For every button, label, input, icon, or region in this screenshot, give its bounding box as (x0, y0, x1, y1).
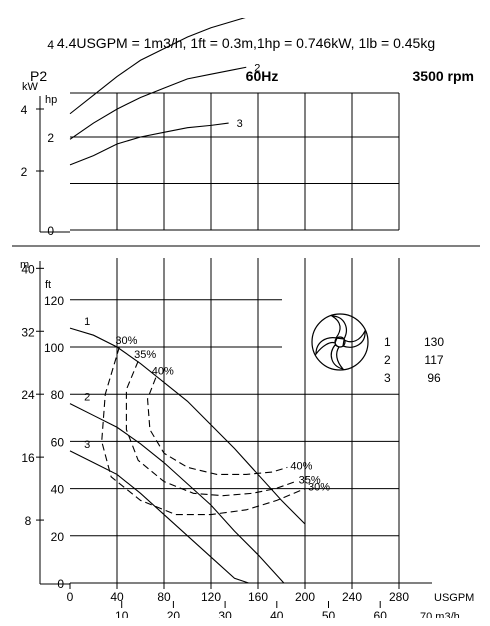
efficiency-label: 40% (290, 460, 312, 472)
power-curve-1 (69, 6, 276, 115)
impeller-legend: 1 130 2 117 3 96 (384, 335, 444, 385)
m-unit-label: m (20, 259, 29, 271)
legend-impeller-diameter: 117 (424, 353, 443, 367)
legend-impeller-diameter: 96 (427, 371, 441, 385)
head-curve-2 (69, 403, 285, 584)
m3h-tick-label: 40 (270, 609, 284, 618)
legend-impeller-diameter: 130 (424, 335, 444, 349)
ft-unit-label: ft (45, 279, 51, 291)
usgpm-tick-label: 160 (248, 590, 268, 604)
conversion-note: 4.4USGPM = 1m3/h, 1ft = 0.3m,1hp = 0.746… (57, 35, 435, 51)
kw-unit-label: kW (22, 81, 39, 93)
ft-tick-label: 100 (44, 341, 64, 355)
hp-tick-label: 2 (47, 131, 54, 145)
usgpm-tick-label: 80 (157, 590, 171, 604)
impeller-icon (311, 313, 369, 371)
legend-curve-number: 2 (384, 353, 391, 367)
head-curve-label: 3 (84, 439, 90, 451)
ft-tick-label: 80 (51, 388, 65, 402)
power-curve-label: 2 (254, 62, 260, 74)
usgpm-tick-label: 280 (389, 590, 409, 604)
kw-tick-label: 4 (21, 103, 28, 117)
m3h-tick-label: 50 (322, 609, 336, 618)
m-tick-label: 24 (21, 388, 35, 402)
efficiency-curve (101, 346, 306, 516)
head-curve-3 (69, 450, 249, 584)
m3h-unit-label: 70 m3/h (420, 611, 460, 618)
efficiency-label: 35% (134, 349, 156, 361)
efficiency-label: 30% (115, 335, 137, 347)
usgpm-tick-label: 200 (295, 590, 315, 604)
ft-tick-label: 40 (51, 483, 65, 497)
m-tick-label: 16 (21, 451, 35, 465)
power-curve-2 (69, 66, 247, 140)
efficiency-label: 30% (308, 482, 330, 494)
usgpm-tick-label: 40 (110, 590, 124, 604)
m-tick-label: 8 (25, 514, 32, 528)
efficiency-label: 35% (299, 475, 321, 487)
efficiency-label: 40% (152, 366, 174, 378)
head-curve-label: 2 (84, 392, 90, 404)
efficiency-curve (125, 360, 296, 497)
hp-tick-label: 4 (47, 38, 54, 52)
frequency-label: 60Hz (246, 68, 279, 84)
head-curve-1 (69, 327, 306, 525)
m-tick-label: 40 (21, 262, 35, 276)
kw-tick-label: 2 (21, 165, 28, 179)
hp-unit-label: hp (45, 94, 57, 106)
chart-canvas: 4.4USGPM = 1m3/h, 1ft = 0.3m,1hp = 0.746… (12, 2, 480, 623)
hp-tick-label: 0 (47, 224, 54, 238)
m-tick-label: 32 (21, 325, 35, 339)
legend-curve-number: 3 (384, 371, 391, 385)
head-curve-label: 1 (84, 316, 90, 328)
power-curve-3 (69, 122, 229, 166)
m3h-tick-label: 60 (374, 609, 388, 618)
ft-tick-label: 0 (57, 577, 64, 591)
m3h-tick-label: 30 (218, 609, 232, 618)
ft-tick-label: 60 (51, 435, 65, 449)
power-label: P2 (30, 68, 47, 84)
usgpm-tick-label: 120 (201, 590, 221, 604)
usgpm-tick-label: 240 (342, 590, 362, 604)
speed-label: 3500 rpm (413, 68, 474, 84)
power-curve-label: 3 (237, 118, 243, 130)
usgpm-tick-label: 0 (67, 590, 74, 604)
ft-tick-label: 120 (44, 294, 64, 308)
pump-curve-chart: 4.4USGPM = 1m3/h, 1ft = 0.3m,1hp = 0.746… (12, 2, 480, 623)
ft-tick-label: 20 (51, 530, 65, 544)
usgpm-unit-label: USGPM (434, 592, 474, 604)
efficiency-curve (146, 377, 288, 475)
m3h-tick-label: 20 (167, 609, 181, 618)
m3h-tick-label: 10 (115, 609, 129, 618)
legend-curve-number: 1 (384, 335, 391, 349)
